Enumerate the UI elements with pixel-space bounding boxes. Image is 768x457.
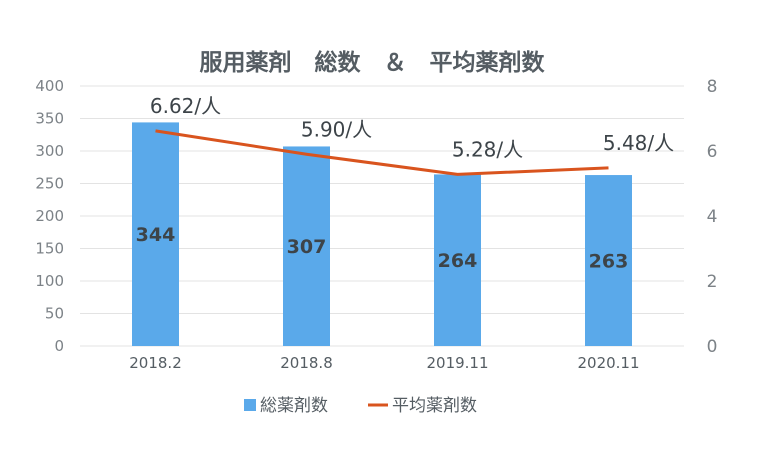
gridlines — [80, 85, 684, 347]
line-value-label: 5.48/人 — [603, 131, 674, 155]
bar-2018.8 — [283, 146, 330, 346]
left-y-tick-label: 150 — [35, 240, 64, 258]
bar-2019.11 — [434, 174, 481, 346]
line-series: 6.62/人 5.90/人 5.28/人 5.48/人 — [150, 94, 674, 176]
bar-value-label: 307 — [287, 236, 327, 258]
line-value-label: 5.28/人 — [452, 137, 523, 161]
x-tick-label: 2019.11 — [426, 354, 488, 372]
legend-label: 平均薬剤数 — [392, 396, 477, 416]
legend-label: 総薬剤数 — [260, 396, 328, 416]
right-y-tick-label: 0 — [707, 337, 718, 357]
left-y-tick-label: 200 — [35, 207, 64, 225]
left-y-tick-label: 50 — [45, 305, 64, 323]
left-y-tick-label: 0 — [54, 337, 64, 355]
left-y-tick-label: 300 — [35, 142, 64, 160]
right-y-tick-label: 6 — [707, 142, 718, 162]
left-y-axis: 0 50 100 150 200 250 300 350 400 — [35, 77, 64, 355]
bar-2020.11 — [585, 175, 632, 346]
right-y-axis: 0 2 4 6 8 — [707, 77, 718, 357]
left-y-tick-label: 100 — [35, 272, 64, 290]
right-y-tick-label: 4 — [707, 207, 718, 227]
x-axis: 2018.2 2018.8 2019.11 2020.11 — [129, 354, 639, 372]
right-y-tick-label: 8 — [707, 77, 718, 97]
line-value-label: 6.62/人 — [150, 94, 221, 118]
right-y-tick-label: 2 — [707, 272, 718, 292]
bar-value-label: 263 — [589, 251, 629, 273]
x-tick-label: 2020.11 — [577, 354, 639, 372]
left-y-tick-label: 400 — [35, 77, 64, 95]
legend: 総薬剤数 平均薬剤数 — [244, 396, 477, 416]
left-y-tick-label: 350 — [35, 110, 64, 128]
bar-value-label: 264 — [438, 250, 478, 272]
left-y-tick-label: 250 — [35, 175, 64, 193]
bar-2018.2 — [132, 122, 179, 347]
bar-value-label: 344 — [136, 224, 176, 246]
average-line — [155, 129, 609, 176]
x-tick-label: 2018.2 — [129, 354, 182, 372]
x-tick-label: 2018.8 — [280, 354, 333, 372]
legend-bar-swatch — [244, 399, 256, 411]
chart-title: 服用薬剤 総数 ＆ 平均薬剤数 — [200, 49, 546, 76]
bar-series: 344 307 264 263 — [132, 122, 632, 347]
line-value-label: 5.90/人 — [301, 117, 372, 141]
